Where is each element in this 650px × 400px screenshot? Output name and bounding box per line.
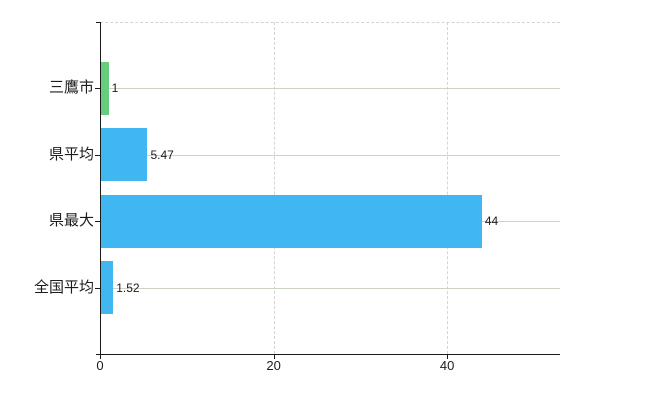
bar-value-label: 1.52 xyxy=(116,280,140,295)
y-axis-tick xyxy=(95,88,100,90)
x-axis-tick xyxy=(273,354,275,359)
v-gridline xyxy=(447,22,449,354)
x-axis-tick xyxy=(100,354,101,359)
category-label: 県最大 xyxy=(48,212,94,230)
h-gridline xyxy=(100,154,560,156)
bar[interactable] xyxy=(100,128,148,182)
h-gridline xyxy=(100,88,560,90)
category-label: 三鷹市 xyxy=(48,79,94,97)
bar[interactable] xyxy=(100,261,114,315)
x-tick-label: 40 xyxy=(439,358,455,373)
x-axis-tick xyxy=(447,354,449,359)
category-label: 全国平均 xyxy=(33,278,94,296)
plot-top-border xyxy=(100,22,560,23)
y-axis-tick xyxy=(95,287,100,289)
y-axis-line xyxy=(100,22,101,359)
y-axis-tick xyxy=(95,221,100,223)
x-tick-label: 0 xyxy=(96,358,104,373)
bar-value-label: 1 xyxy=(111,81,119,96)
h-gridline xyxy=(100,287,560,289)
bar[interactable] xyxy=(100,61,109,115)
v-gridline xyxy=(273,22,275,354)
y-axis-top-tick xyxy=(96,22,100,23)
x-axis-line xyxy=(96,354,560,355)
x-tick-label: 20 xyxy=(266,358,281,373)
y-axis-tick xyxy=(95,154,100,156)
category-label: 県平均 xyxy=(48,145,94,163)
bar-value-label: 44 xyxy=(484,214,499,229)
bar[interactable] xyxy=(100,194,482,248)
bar-value-label: 5.47 xyxy=(150,147,174,162)
